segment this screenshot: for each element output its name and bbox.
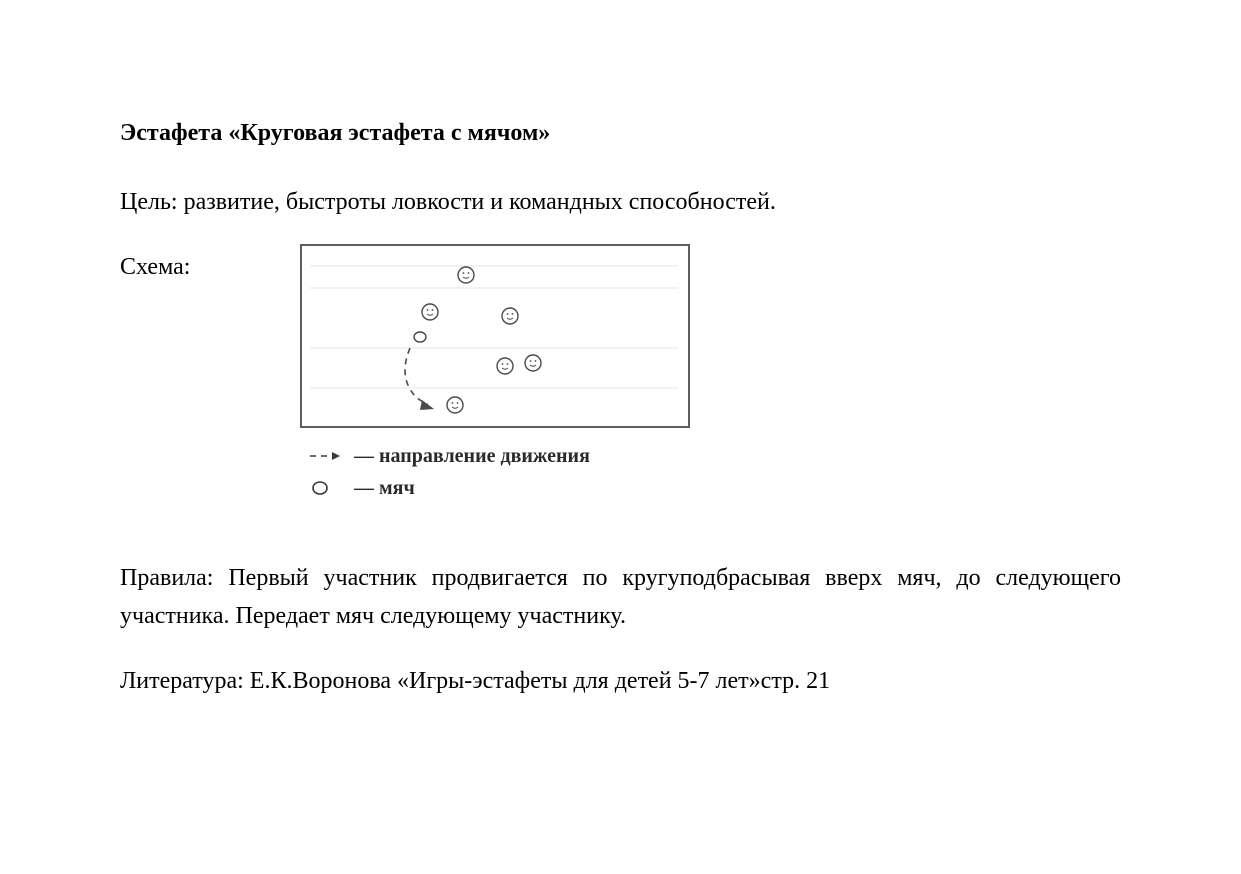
title-heading: Эстафета «Круговая эстафета с мячом»	[120, 120, 1121, 147]
svg-text:— мяч: — мяч	[353, 477, 415, 499]
document-page: Эстафета «Круговая эстафета с мячом» Цел…	[0, 0, 1241, 695]
literature-paragraph: Литература: Е.К.Воронова «Игры-эстафеты …	[120, 668, 1121, 695]
scheme-diagram: — направление движения — мяч	[300, 244, 690, 509]
scheme-row: Схема: — направление движения — мяч	[120, 244, 1121, 509]
svg-text:— направление движения: — направление движения	[353, 445, 590, 467]
goal-label: Цель:	[120, 189, 178, 215]
literature-label: Литература:	[120, 668, 244, 694]
diagram-svg: — направление движения — мяч	[300, 244, 690, 504]
literature-text: Е.К.Воронова «Игры-эстафеты для детей 5-…	[244, 668, 830, 694]
goal-text: развитие, быстроты ловкости и командных …	[178, 189, 776, 215]
scheme-label: Схема:	[120, 244, 300, 281]
rules-paragraph: Правила: Первый участник продвигается по…	[120, 559, 1121, 636]
rules-text: Первый участник продвигается по кругупод…	[120, 565, 1121, 629]
rules-label: Правила:	[120, 565, 213, 591]
goal-paragraph: Цель: развитие, быстроты ловкости и кома…	[120, 189, 1121, 216]
